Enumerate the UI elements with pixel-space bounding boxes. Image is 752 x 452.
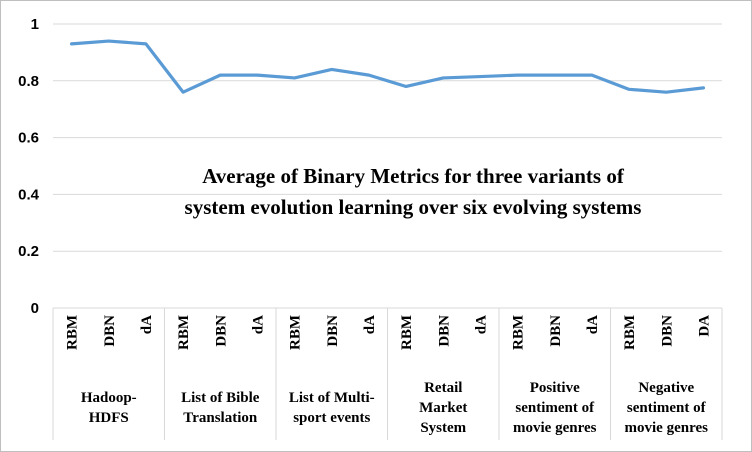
- x-tick-label: RBM: [399, 315, 415, 350]
- x-tick-label: DBN: [325, 315, 341, 347]
- x-tick-label: DBN: [213, 315, 229, 347]
- group-label-line: Market: [419, 400, 467, 416]
- group-label-line: Negative: [638, 380, 694, 396]
- y-tick-label: 0.8: [18, 73, 39, 90]
- group-label-line: List of Bible: [181, 390, 260, 406]
- group-label: Positive sentiment of movie genres: [513, 380, 597, 436]
- group-label-line: Hadoop-: [81, 390, 137, 406]
- x-tick-label: dA: [362, 315, 378, 334]
- group-label: Hadoop- HDFS: [81, 390, 137, 426]
- x-tick-label: dA: [250, 315, 266, 334]
- group-separators: [52, 308, 723, 440]
- x-axis-ticks: RBM DBN dA RBM DBN dA RBM DBN dA RBM DBN dA RBM DBN dA…: [65, 315, 713, 350]
- group-label-line: System: [420, 420, 466, 436]
- x-tick-label: RBM: [622, 315, 638, 350]
- y-axis-ticks: 0 0.2 0.4 0.6 0.8 1: [18, 16, 40, 317]
- series-line: [69, 39, 706, 94]
- group-label-line: sentiment of: [627, 400, 707, 416]
- y-tick-label: 1: [31, 16, 39, 33]
- group-label-line: movie genres: [625, 420, 709, 436]
- chart-title-line: Average of Binary Metrics for three vari…: [202, 164, 625, 188]
- group-label-line: movie genres: [513, 420, 597, 436]
- x-tick-label: RBM: [176, 315, 192, 350]
- y-tick-label: 0: [31, 300, 39, 317]
- y-tick-label: 0.6: [18, 130, 39, 147]
- group-label: Negative sentiment of movie genres: [625, 380, 709, 436]
- y-tick-label: 0.2: [18, 243, 39, 260]
- group-label-line: List of Multi-: [289, 390, 375, 406]
- group-label-line: Positive: [530, 380, 580, 396]
- chart-title-line: system evolution learning over six evolv…: [185, 195, 642, 219]
- x-tick-label: dA: [473, 315, 489, 334]
- x-tick-label: DA: [696, 315, 712, 337]
- x-tick-label: RBM: [65, 315, 81, 350]
- group-label-line: Translation: [183, 410, 258, 426]
- y-tick-label: 0.4: [18, 186, 40, 203]
- x-tick-label: dA: [585, 315, 601, 334]
- x-tick-label: DBN: [659, 315, 675, 347]
- x-tick-label: DBN: [102, 315, 118, 347]
- x-tick-label: RBM: [288, 315, 304, 350]
- group-label-line: sport events: [293, 410, 370, 426]
- group-label: List of Bible Translation: [181, 390, 260, 426]
- group-label: Retail Market System: [419, 380, 467, 436]
- chart-title: Average of Binary Metrics for three vari…: [185, 164, 642, 219]
- group-label-line: HDFS: [89, 410, 129, 426]
- group-label: List of Multi-sport events: [289, 390, 375, 426]
- x-tick-label: dA: [139, 315, 155, 334]
- group-label-line: Retail: [424, 380, 462, 396]
- x-tick-label: RBM: [511, 315, 527, 350]
- x-tick-label: DBN: [436, 315, 452, 347]
- group-label-line: sentiment of: [515, 400, 595, 416]
- x-tick-label: DBN: [548, 315, 564, 347]
- series-layer: [69, 39, 706, 94]
